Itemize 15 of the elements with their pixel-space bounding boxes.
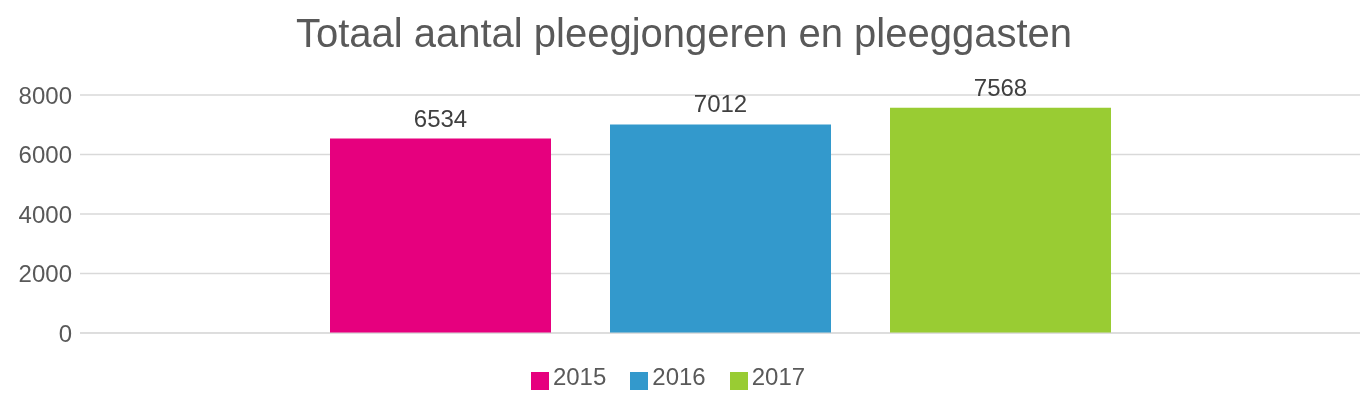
y-tick-label: 8000 [18, 81, 72, 109]
legend-label: 2017 [751, 363, 806, 390]
y-tick-label: 4000 [18, 200, 72, 228]
y-tick-label: 6000 [18, 141, 72, 169]
data-label: 7568 [973, 73, 1028, 101]
chart-title: Totaal aantal pleegjongeren en pleeggasten [294, 10, 1074, 57]
y-tick-label: 0 [58, 319, 72, 347]
bar [330, 138, 551, 333]
legend-label: 2015 [552, 363, 607, 390]
y-tick-label: 2000 [18, 260, 72, 288]
legend-label: 2016 [652, 363, 706, 390]
data-label: 7012 [693, 90, 748, 118]
data-label: 6534 [413, 104, 468, 132]
bar [610, 124, 831, 333]
bar [890, 107, 1111, 333]
